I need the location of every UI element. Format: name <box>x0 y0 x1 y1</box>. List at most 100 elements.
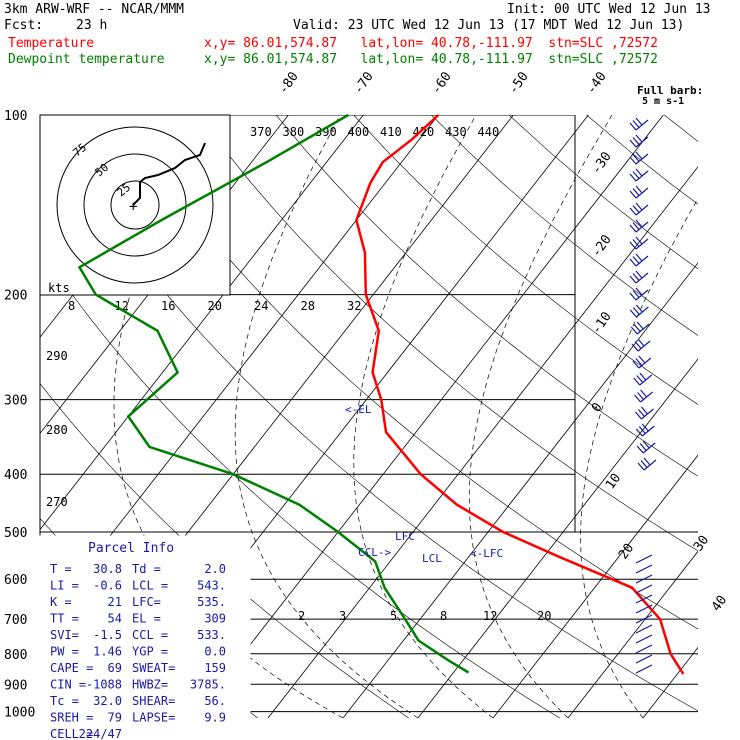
isotherm-line <box>267 166 698 718</box>
dry-adiabat <box>42 115 698 712</box>
pressure-tick-label: 1000 <box>4 706 35 721</box>
isotherm-label: -10 <box>589 309 615 337</box>
wind-barb-flag <box>633 377 641 386</box>
level-annotation: <-EL <box>345 403 372 416</box>
theta-label: 390 <box>315 125 337 139</box>
dry-adiabat <box>40 247 561 718</box>
pressure-tick-label: 300 <box>4 394 27 409</box>
parcel-info-title: Parcel Info <box>88 541 174 556</box>
parcel-info-cell: K = <box>50 595 72 609</box>
valid-time: Valid: 23 UTC Wed 12 Jun 13 (17 MDT Wed … <box>293 18 685 33</box>
isotherm-label: -60 <box>429 69 455 97</box>
theta-e-label: 290 <box>46 349 68 363</box>
parcel-info-cell: YGP = <box>132 645 168 659</box>
wind-barb-flag <box>632 273 640 281</box>
pressure-tick-label: 100 <box>4 109 27 124</box>
wind-barb-flag <box>643 457 651 466</box>
temperature-line <box>355 114 685 675</box>
wind-barb-staff <box>635 624 653 634</box>
isotherm-label: -40 <box>584 69 610 97</box>
isotherm-label: -80 <box>276 69 302 97</box>
wind-barb-flag <box>632 360 640 369</box>
legend-dewpoint-name: Dewpoint temperature <box>8 52 165 67</box>
isotherm-line <box>192 115 664 718</box>
wind-barb-flag <box>630 326 638 335</box>
init-time: Init: 00 UTC Wed 12 Jun 13 <box>507 2 711 17</box>
isotherm-label: 40 <box>709 593 730 614</box>
wind-barb-flag <box>629 309 637 318</box>
mixing-ratio-label: 3 <box>339 609 346 623</box>
wind-barb-flag <box>634 411 642 420</box>
hodograph-trace <box>132 142 206 206</box>
parcel-info-cell: 32.0 <box>93 694 122 708</box>
hodograph-speed-label: 20 <box>208 299 222 313</box>
wind-barb-flag <box>635 117 643 126</box>
hodograph-unit: kts <box>48 281 70 295</box>
dry-adiabat <box>508 115 698 270</box>
parcel-info-cell: 533. <box>197 628 226 642</box>
hodograph-ring <box>83 153 187 257</box>
parcel-info-cell: Tc = <box>50 694 79 708</box>
parcel-info-cell: LFC= <box>132 595 161 609</box>
wind-barb-staff <box>635 584 653 594</box>
wind-barb-flag <box>641 423 649 432</box>
isotherm-label: 10 <box>603 471 624 492</box>
parcel-info-cell: 224/47 <box>79 727 122 740</box>
wind-barb-flag <box>632 154 640 162</box>
hodograph-ring <box>56 126 214 284</box>
hodograph-speed-label: 28 <box>301 299 315 313</box>
parcel-info-cell: HWBZ= <box>132 678 168 692</box>
level-annotation: <-LFC <box>470 547 503 560</box>
mixing-ratio-label: 8 <box>440 609 447 623</box>
isotherm-label: -70 <box>351 69 377 97</box>
wind-barb-flag <box>634 394 642 403</box>
parcel-info-cell: CIN = <box>50 678 86 692</box>
pressure-tick-label: 800 <box>4 648 27 663</box>
dry-adiabat <box>664 115 698 142</box>
wind-barb-flag <box>629 292 637 301</box>
theta-label: 370 <box>250 125 272 139</box>
wind-barb-flag <box>632 171 640 179</box>
wind-barb-flag <box>629 122 637 131</box>
wind-barb-flag <box>632 188 640 196</box>
isotherm-label: -30 <box>589 149 615 177</box>
parcel-info-cell: 56. <box>204 694 226 708</box>
level-annotation: LCL <box>422 552 442 565</box>
wind-barb-staff <box>635 664 653 674</box>
parcel-info-cell: PW = <box>50 645 79 659</box>
parcel-info-cell: -1.5 <box>93 628 122 642</box>
parcel-info-cell: EL = <box>132 612 161 626</box>
wind-barb-flag <box>632 137 640 145</box>
theta-label: 410 <box>380 125 402 139</box>
parcel-info-cell: 3785. <box>190 678 226 692</box>
pressure-tick-label: 700 <box>4 613 27 628</box>
wind-barb-flag <box>629 156 637 165</box>
wind-barb-flag <box>635 219 643 228</box>
parcel-info-cell: 54 <box>108 612 122 626</box>
pressure-tick-label: 200 <box>4 289 27 304</box>
hodograph-box <box>39 114 231 296</box>
wind-barb-flag <box>635 428 643 437</box>
legend-temperature-name: Temperature <box>8 36 95 51</box>
parcel-info-cell: 535. <box>197 595 226 609</box>
dry-adiabat <box>353 115 698 405</box>
wind-barb-flag <box>629 241 637 250</box>
wind-barb-flag <box>640 460 648 468</box>
dewpoint-line <box>77 113 470 674</box>
wind-barb-flag <box>640 389 648 398</box>
wind-barb-flag <box>634 341 642 349</box>
isotherm-label: -20 <box>589 232 615 260</box>
wind-barb-flag <box>629 139 637 148</box>
wind-barb-flag <box>635 202 643 211</box>
parcel-info-cell: LAPSE= <box>132 711 175 725</box>
wind-barb-flag <box>638 355 646 364</box>
parcel-info-cell: T = <box>50 562 72 576</box>
wind-barb-flag <box>635 168 643 177</box>
dry-adiabat <box>120 115 698 630</box>
parcel-info-cell: CAPE = <box>50 661 93 675</box>
wind-key-title: Full barb: <box>637 84 703 97</box>
wind-barb-flag <box>635 253 643 262</box>
wind-barb-flag <box>631 343 639 352</box>
parcel-info-cell: TT = <box>50 612 79 626</box>
level-annotation: LFC <box>395 530 415 543</box>
